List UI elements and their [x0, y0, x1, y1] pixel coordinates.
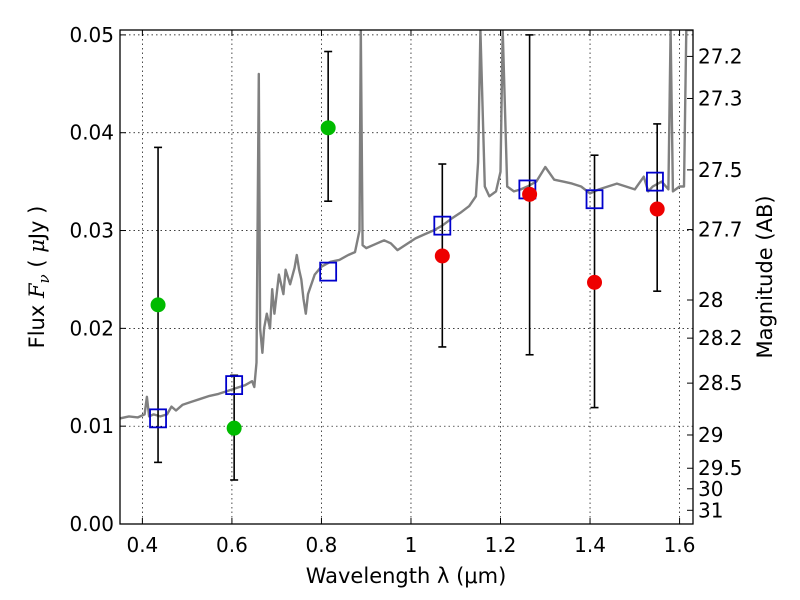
- series-layer: [120, 30, 693, 481]
- x-tick-label: 0.4: [126, 533, 158, 557]
- x-tick-label: 0.6: [216, 533, 248, 557]
- y-tick-label: 0.03: [69, 219, 114, 243]
- x-tick-label: 0.8: [306, 533, 338, 557]
- x-tick-label: 1.2: [485, 533, 517, 557]
- right-tick-label: 31: [698, 498, 723, 522]
- observed-green-point: [226, 420, 242, 436]
- x-tick-label: 1.4: [574, 533, 606, 557]
- plot-area: [120, 30, 693, 524]
- model-photometry-square: [585, 189, 604, 210]
- ticks: 0.4 0.6 0.8 1 1.2 1.4 1.6 0.00 0.01 0.02 0.03 0.04 0…: [69, 23, 742, 557]
- grid: [120, 30, 693, 525]
- right-tick-label: 27.5: [698, 158, 743, 182]
- y-tick-label: 0.05: [69, 23, 114, 47]
- right-tick-label: 27.7: [698, 218, 743, 242]
- right-tick-label: 28.2: [698, 326, 743, 350]
- right-tick-label: 30: [698, 477, 723, 501]
- right-tick-label: 29: [698, 423, 723, 447]
- observed-red-point: [649, 201, 665, 217]
- right-tick-label: 29.5: [698, 456, 743, 480]
- model-photometry-square: [433, 215, 452, 236]
- right-tick-label: 28: [698, 288, 723, 312]
- y-axis-label: Flux Fν ( μJy ): [25, 206, 53, 349]
- observed-green-point: [150, 297, 166, 313]
- right-tick-label: 28.5: [698, 371, 743, 395]
- model-photometry-square: [225, 375, 244, 395]
- y-tick-label: 0.04: [69, 121, 114, 145]
- observed-red-point: [587, 274, 603, 290]
- right-axis-label: Magnitude (AB): [753, 195, 777, 358]
- model-photometry-square: [319, 261, 338, 282]
- x-tick-label: 1.6: [664, 533, 696, 557]
- right-tick-label: 27.3: [698, 86, 743, 110]
- y-tick-label: 0.00: [69, 512, 114, 536]
- x-tick-label: 1: [405, 533, 418, 557]
- sed-model-line: [120, 30, 693, 420]
- model-photometry-square: [646, 171, 664, 192]
- model-photometry-square: [149, 408, 167, 429]
- y-tick-label: 0.01: [69, 414, 114, 438]
- x-axis-label: Wavelength λ (μm): [306, 564, 507, 588]
- observed-red-point: [522, 186, 538, 202]
- y-tick-label: 0.02: [69, 316, 114, 340]
- plot-frame: [119, 29, 694, 525]
- right-tick-label: 27.2: [698, 44, 743, 68]
- observed-green-point: [320, 120, 336, 136]
- observed-red-point: [434, 248, 450, 264]
